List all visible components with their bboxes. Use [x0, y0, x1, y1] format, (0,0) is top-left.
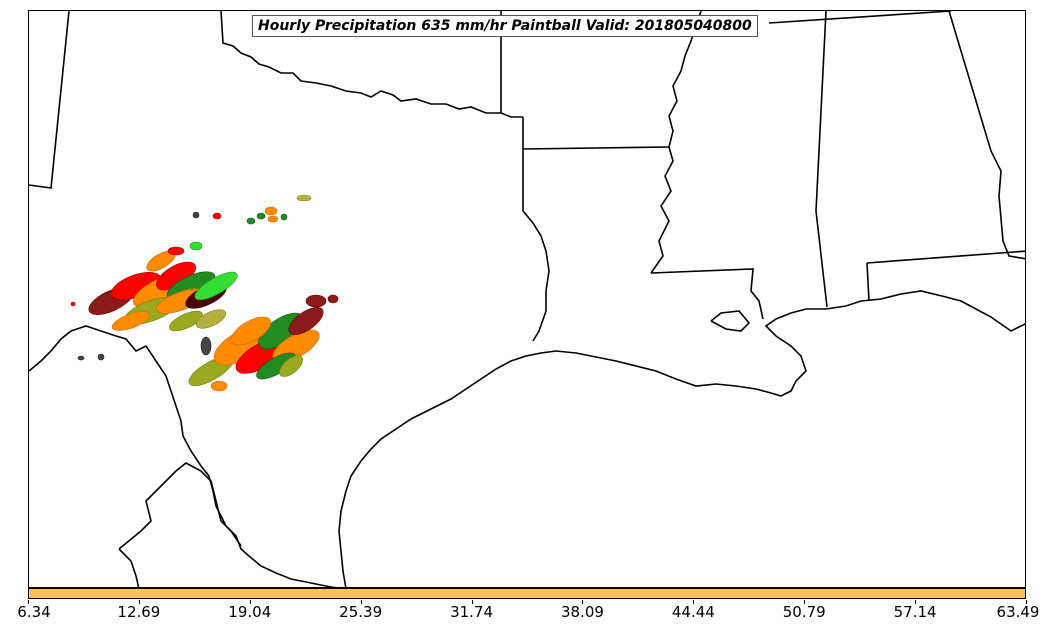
colorbar-tick — [471, 600, 473, 604]
colorbar-tick-label: 50.79 — [782, 603, 826, 621]
colorbar-tick-label: 31.74 — [450, 603, 494, 621]
scattered-cells — [70, 194, 312, 361]
colorbar-tick — [804, 600, 806, 604]
colorbar-tick-label: 25.39 — [339, 603, 383, 621]
colorbar-tick — [915, 600, 917, 604]
colorbar-tick — [1026, 600, 1027, 604]
colorbar-tick — [360, 600, 362, 604]
colorbar-tick-label: 57.14 — [893, 603, 937, 621]
colorbar-tick-label: 63.49 — [996, 603, 1040, 621]
colorbar-tick-label: 6.34 — [17, 603, 51, 621]
storm-cluster-east — [188, 294, 339, 392]
state-boundaries — [29, 11, 1025, 342]
colorbar-tick — [693, 600, 695, 604]
colorbar-tick-label: 38.09 — [560, 603, 604, 621]
colorbar-tick-label: 12.69 — [117, 603, 161, 621]
storm-cluster-west — [88, 241, 238, 332]
map-title: Hourly Precipitation 635 mm/hr Paintball… — [252, 15, 758, 37]
colorbar-tick — [138, 600, 140, 604]
colorbar-tick — [28, 600, 29, 604]
precipitation-paintball — [70, 194, 339, 392]
gulf-coastline — [338, 290, 1025, 587]
rio-grande-border — [29, 325, 338, 587]
colorbar-tick-label: 19.04 — [228, 603, 272, 621]
colorbar — [28, 588, 1026, 599]
colorbar-tick-label: 44.44 — [671, 603, 715, 621]
map-panel — [28, 10, 1026, 588]
colorbar-tick — [582, 600, 584, 604]
colorbar-tick — [249, 600, 251, 604]
map-canvas — [29, 11, 1025, 587]
